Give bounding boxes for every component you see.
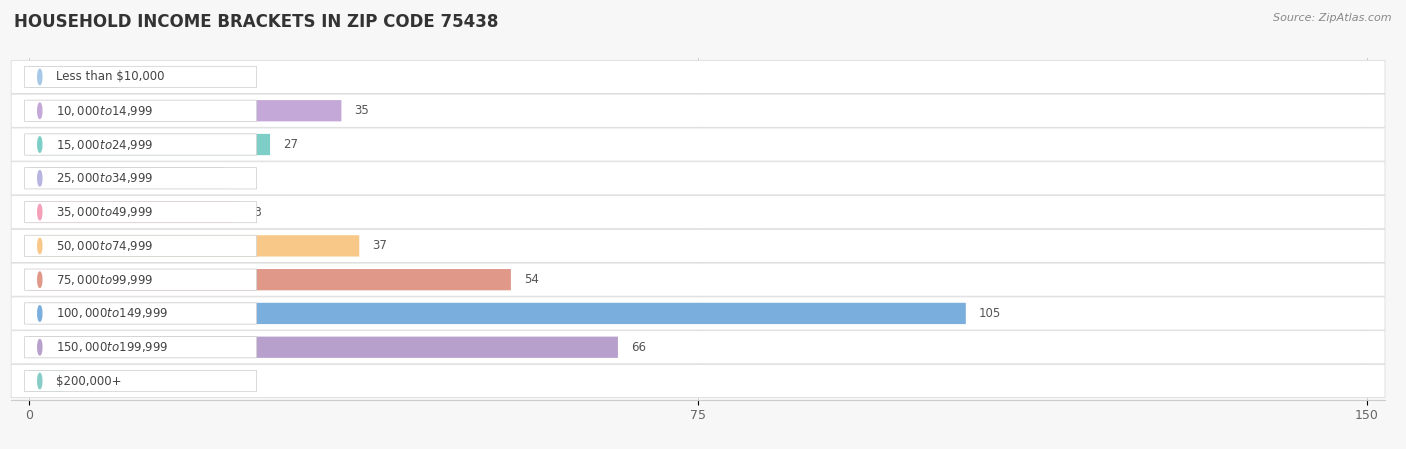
FancyBboxPatch shape [24, 202, 257, 223]
FancyBboxPatch shape [24, 269, 257, 291]
Text: 54: 54 [524, 273, 538, 286]
Circle shape [38, 103, 42, 119]
FancyBboxPatch shape [30, 269, 510, 291]
Text: $200,000+: $200,000+ [56, 374, 121, 387]
Text: $50,000 to $74,999: $50,000 to $74,999 [56, 239, 153, 253]
Text: $15,000 to $24,999: $15,000 to $24,999 [56, 137, 153, 151]
Circle shape [38, 69, 42, 85]
FancyBboxPatch shape [24, 167, 257, 189]
Text: 37: 37 [373, 239, 388, 252]
FancyBboxPatch shape [30, 235, 360, 256]
Text: HOUSEHOLD INCOME BRACKETS IN ZIP CODE 75438: HOUSEHOLD INCOME BRACKETS IN ZIP CODE 75… [14, 13, 499, 31]
Circle shape [38, 238, 42, 254]
FancyBboxPatch shape [30, 100, 342, 121]
Text: Less than $10,000: Less than $10,000 [56, 70, 165, 84]
Circle shape [38, 339, 42, 355]
Text: $10,000 to $14,999: $10,000 to $14,999 [56, 104, 153, 118]
FancyBboxPatch shape [11, 365, 1385, 397]
FancyBboxPatch shape [11, 94, 1385, 128]
Text: 4: 4 [79, 374, 86, 387]
FancyBboxPatch shape [30, 202, 235, 223]
FancyBboxPatch shape [30, 337, 617, 358]
FancyBboxPatch shape [24, 370, 257, 392]
Text: 66: 66 [631, 341, 647, 354]
FancyBboxPatch shape [30, 370, 65, 392]
FancyBboxPatch shape [30, 66, 118, 88]
Text: $25,000 to $34,999: $25,000 to $34,999 [56, 172, 153, 185]
Text: 23: 23 [247, 206, 263, 219]
FancyBboxPatch shape [24, 66, 257, 88]
FancyBboxPatch shape [24, 134, 257, 155]
FancyBboxPatch shape [11, 162, 1385, 195]
Circle shape [38, 204, 42, 220]
Text: 35: 35 [354, 104, 370, 117]
FancyBboxPatch shape [24, 303, 257, 324]
FancyBboxPatch shape [11, 330, 1385, 364]
FancyBboxPatch shape [11, 229, 1385, 262]
Circle shape [38, 373, 42, 389]
Text: 27: 27 [283, 138, 298, 151]
Text: $35,000 to $49,999: $35,000 to $49,999 [56, 205, 153, 219]
Circle shape [38, 272, 42, 287]
Text: $150,000 to $199,999: $150,000 to $199,999 [56, 340, 169, 354]
FancyBboxPatch shape [11, 297, 1385, 330]
FancyBboxPatch shape [24, 235, 257, 256]
FancyBboxPatch shape [30, 134, 270, 155]
Text: 10: 10 [132, 70, 146, 84]
FancyBboxPatch shape [30, 167, 225, 189]
Text: $75,000 to $99,999: $75,000 to $99,999 [56, 273, 153, 286]
FancyBboxPatch shape [30, 303, 966, 324]
Circle shape [38, 171, 42, 186]
FancyBboxPatch shape [11, 128, 1385, 161]
Text: Source: ZipAtlas.com: Source: ZipAtlas.com [1274, 13, 1392, 23]
FancyBboxPatch shape [24, 100, 257, 121]
Text: 105: 105 [979, 307, 1001, 320]
Text: $100,000 to $149,999: $100,000 to $149,999 [56, 307, 169, 321]
FancyBboxPatch shape [11, 61, 1385, 93]
FancyBboxPatch shape [11, 196, 1385, 229]
Circle shape [38, 137, 42, 152]
FancyBboxPatch shape [11, 263, 1385, 296]
Text: 22: 22 [239, 172, 253, 185]
FancyBboxPatch shape [24, 337, 257, 358]
Circle shape [38, 306, 42, 321]
